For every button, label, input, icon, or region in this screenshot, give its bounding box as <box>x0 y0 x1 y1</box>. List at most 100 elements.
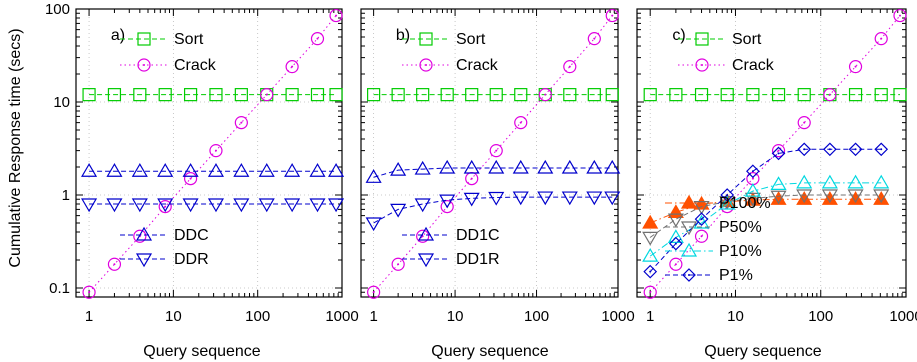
series-crack <box>367 8 619 299</box>
data-point <box>82 88 96 102</box>
legend-label: DDC <box>174 227 209 244</box>
legend-marker <box>695 32 709 46</box>
series-ddc <box>81 163 345 177</box>
series-ddr <box>81 198 345 213</box>
data-point <box>107 88 122 102</box>
data-point-dot <box>88 291 91 294</box>
legend-label: Sort <box>732 31 762 48</box>
data-point <box>328 198 345 213</box>
data-point-dot <box>265 93 268 96</box>
legend-label: P100% <box>719 195 771 212</box>
legend-marker <box>695 58 709 72</box>
data-point <box>285 88 299 102</box>
data-point <box>561 159 578 174</box>
data-point <box>848 88 863 102</box>
data-point <box>328 163 345 177</box>
series-line <box>649 15 901 293</box>
data-point <box>797 116 811 130</box>
data-point <box>821 189 838 204</box>
data-point-dot <box>803 148 806 151</box>
data-point-dot <box>519 121 522 124</box>
series-sort <box>643 88 907 102</box>
data-point <box>605 8 619 23</box>
data-point <box>157 198 174 213</box>
data-point <box>797 88 811 102</box>
legend-entry: Crack <box>402 57 499 74</box>
data-point <box>106 198 123 213</box>
data-point <box>874 142 889 157</box>
legend-entry: P100% <box>665 194 771 212</box>
data-point <box>770 176 787 190</box>
data-point <box>586 191 603 206</box>
x-tick-label: 1000 <box>889 308 917 325</box>
data-point <box>258 198 275 213</box>
legend-entry: P1% <box>665 267 753 284</box>
data-point-dot <box>544 93 547 96</box>
data-point-dot <box>316 37 319 40</box>
data-point-dot <box>751 170 754 173</box>
data-point <box>391 88 405 102</box>
series-line <box>649 182 882 257</box>
data-point-dot <box>751 177 754 180</box>
legend-entry: Crack <box>120 57 217 74</box>
legend-entry: DDR <box>120 251 209 268</box>
data-point <box>694 229 709 243</box>
data-point <box>416 229 430 243</box>
data-point-dot <box>700 235 703 238</box>
x-tick-label: 1000 <box>325 308 358 325</box>
data-point <box>823 142 837 157</box>
data-point <box>284 198 301 213</box>
data-point <box>260 88 274 102</box>
data-point-dot <box>335 14 338 17</box>
data-point-dot <box>674 242 677 245</box>
data-point <box>234 88 248 102</box>
data-point <box>233 198 250 213</box>
data-point <box>848 60 863 74</box>
data-point <box>561 191 578 206</box>
data-point <box>183 88 198 102</box>
data-point <box>329 88 343 102</box>
data-point <box>746 164 760 179</box>
data-point <box>720 188 735 202</box>
plot-frame <box>636 8 907 298</box>
data-point-dot <box>726 193 729 196</box>
data-point <box>796 191 813 205</box>
data-point <box>463 192 480 207</box>
data-point <box>310 88 325 102</box>
legend-label: Crack <box>732 57 775 74</box>
legend-marker-dot <box>425 64 427 66</box>
legend-entry: Sort <box>120 31 204 48</box>
legend-marker <box>680 221 698 236</box>
y-tick-label: 0.1 <box>49 280 70 297</box>
data-point <box>893 88 907 102</box>
series-crack <box>643 8 907 299</box>
x-tick-label: 1 <box>369 308 377 325</box>
data-point <box>329 8 343 23</box>
data-point <box>874 32 888 46</box>
data-point <box>893 8 907 23</box>
data-point <box>873 191 890 205</box>
series-sort <box>367 88 619 102</box>
series-line <box>373 15 613 293</box>
data-point-dot <box>854 65 857 68</box>
legend-entry: DDC <box>120 226 209 244</box>
series-line <box>373 196 613 224</box>
legend-label: P50% <box>719 219 762 236</box>
legend-entry: Sort <box>402 31 486 48</box>
data-point <box>874 88 888 102</box>
data-point <box>440 88 454 102</box>
data-point <box>643 285 657 299</box>
data-point <box>489 144 503 158</box>
data-point-dot <box>164 205 167 208</box>
y-tick-label: 1 <box>62 187 70 204</box>
data-point <box>563 88 577 102</box>
series-line <box>373 167 613 178</box>
data-point <box>131 163 148 177</box>
legend-marker <box>417 226 435 241</box>
panel-b-x-axis-label: Query sequence <box>431 343 549 360</box>
legend-entry: Sort <box>678 31 762 48</box>
x-tick-label: 100 <box>245 308 270 325</box>
legend-marker <box>135 253 153 268</box>
legend-marker <box>680 242 698 257</box>
